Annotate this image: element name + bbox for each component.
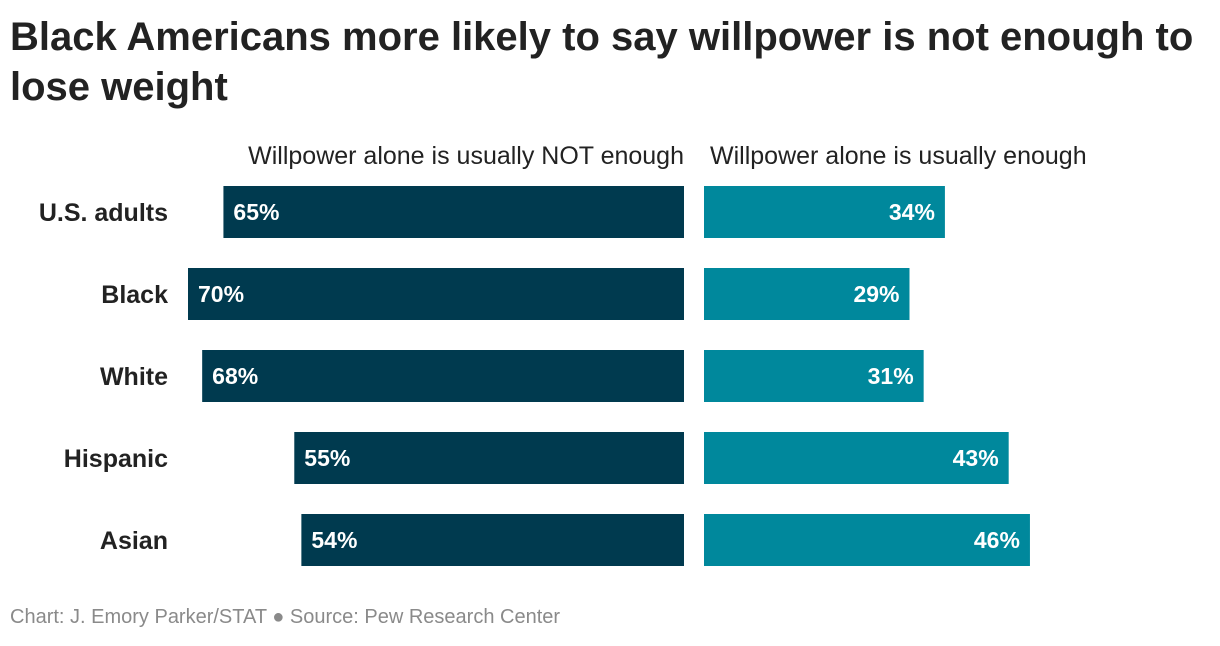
value-label-not-enough-black: 70% xyxy=(198,281,244,307)
category-label-asian: Asian xyxy=(100,527,168,555)
right-series-header: Willpower alone is usually enough xyxy=(710,142,1087,170)
value-label-not-enough-u-s-adults: 65% xyxy=(233,199,279,225)
value-label-not-enough-white: 68% xyxy=(212,363,258,389)
value-label-enough-black: 29% xyxy=(853,281,899,307)
value-label-enough-white: 31% xyxy=(868,363,914,389)
bar-not-enough-asian xyxy=(301,514,684,566)
value-label-not-enough-asian: 54% xyxy=(311,527,357,553)
bar-not-enough-u-s-adults xyxy=(223,186,684,238)
bar-not-enough-black xyxy=(188,268,684,320)
value-label-enough-u-s-adults: 34% xyxy=(889,199,935,225)
category-label-black: Black xyxy=(101,281,168,309)
bar-not-enough-hispanic xyxy=(294,432,684,484)
bar-not-enough-white xyxy=(202,350,684,402)
value-label-not-enough-hispanic: 55% xyxy=(304,445,350,471)
chart-title: Black Americans more likely to say willp… xyxy=(10,15,1194,109)
value-label-enough-hispanic: 43% xyxy=(953,445,999,471)
category-label-white: White xyxy=(100,363,168,391)
bar-enough-hispanic xyxy=(704,432,1009,484)
diverging-bar-chart: U.S. adults 65% 34% Black 70% 29% White 68% 31% H… xyxy=(39,186,1030,566)
category-label-u-s-adults: U.S. adults xyxy=(39,199,168,227)
category-label-hispanic: Hispanic xyxy=(64,445,168,473)
bar-enough-black xyxy=(704,268,910,320)
left-series-header: Willpower alone is usually NOT enough xyxy=(248,142,684,170)
bar-enough-white xyxy=(704,350,924,402)
bar-enough-asian xyxy=(704,514,1030,566)
bar-enough-u-s-adults xyxy=(704,186,945,238)
chart-footer: Chart: J. Emory Parker/STAT ● Source: Pe… xyxy=(10,606,561,628)
value-label-enough-asian: 46% xyxy=(974,527,1020,553)
